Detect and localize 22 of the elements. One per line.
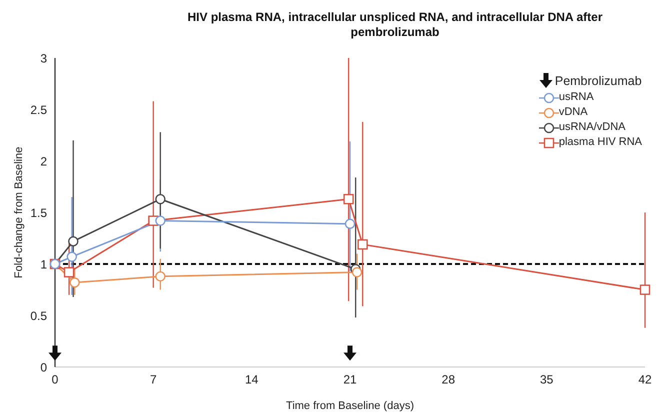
- legend-label: vDNA: [558, 105, 588, 120]
- legend-label: usRNA/vDNA: [558, 120, 626, 135]
- y-tick-label: 1.5: [30, 206, 48, 220]
- legend-label: plasma HIV RNA: [558, 135, 642, 150]
- x-tick-label: 28: [442, 372, 456, 387]
- legend-label: Pembrolizumab: [554, 74, 642, 88]
- y-tick-label: 0: [40, 360, 48, 374]
- x-tick-label: 7: [150, 372, 157, 387]
- y-tick-label: 3: [40, 51, 48, 66]
- x-tick-label: 0: [52, 372, 59, 387]
- x-tick-label: 14: [244, 372, 259, 387]
- x-tick-label: 42: [638, 372, 652, 387]
- x-tick-label: 21: [343, 372, 357, 387]
- y-tick-label: 2: [40, 154, 48, 168]
- y-tick-label: 1: [40, 257, 48, 272]
- chart-title: HIV plasma RNA, intracellular unspliced RNA, and intracellular DNA after pembrolizumab: [186, 10, 604, 40]
- x-axis-title: Time from Baseline (days): [286, 400, 414, 412]
- y-tick-label: 2.5: [30, 102, 48, 117]
- y-axis-title: Fold-change from Baseline: [12, 146, 25, 278]
- legend-label: usRNA: [558, 90, 594, 105]
- x-tick-label: 35: [540, 372, 554, 387]
- y-tick-label: 0.5: [30, 308, 48, 323]
